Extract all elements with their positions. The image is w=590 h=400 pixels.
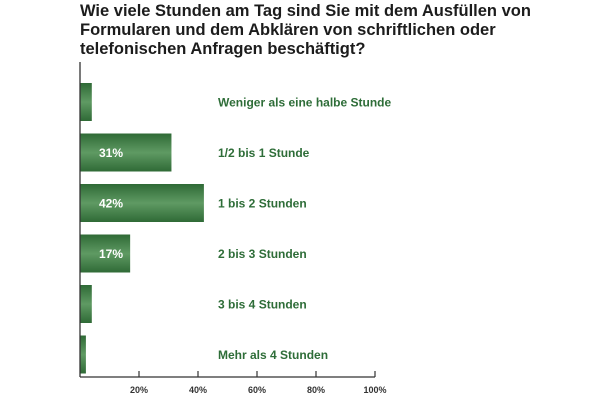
- bar: [80, 234, 131, 273]
- category-labels-group: Weniger als eine halbe Stunde 1/2 bis 1 S…: [218, 96, 391, 363]
- bar: [80, 285, 92, 323]
- category-label: 1 bis 2 Stunden: [218, 197, 307, 211]
- value-label: 4%: [99, 96, 117, 110]
- value-label: 2%: [99, 348, 117, 362]
- bar: [80, 133, 172, 172]
- value-label: 42%: [99, 197, 123, 211]
- x-tick-label: 40%: [189, 385, 207, 395]
- chart-title: Wie viele Stunden am Tag sind Sie mit de…: [80, 2, 531, 58]
- category-label: 2 bis 3 Stunden: [218, 247, 307, 261]
- x-tick-label: 20%: [130, 385, 148, 395]
- category-label: 3 bis 4 Stunden: [218, 298, 307, 312]
- x-tick-label: 60%: [248, 385, 266, 395]
- x-tick-label: 100%: [363, 385, 386, 395]
- x-axis: 20% 40% 60% 80% 100%: [79, 62, 387, 395]
- x-tick-label: 80%: [307, 385, 325, 395]
- bar: [80, 184, 204, 222]
- value-label: 31%: [99, 146, 123, 160]
- bar: [80, 335, 86, 374]
- bar: [80, 83, 92, 121]
- value-label: 17%: [99, 247, 123, 261]
- bars-group: [80, 83, 204, 374]
- value-labels-group: 4% 31% 42% 17% 4% 2%: [99, 96, 123, 363]
- category-label: Mehr als 4 Stunden: [218, 348, 328, 362]
- category-label: Weniger als eine halbe Stunde: [218, 96, 391, 110]
- category-label: 1/2 bis 1 Stunde: [218, 146, 310, 160]
- value-label: 4%: [99, 298, 117, 312]
